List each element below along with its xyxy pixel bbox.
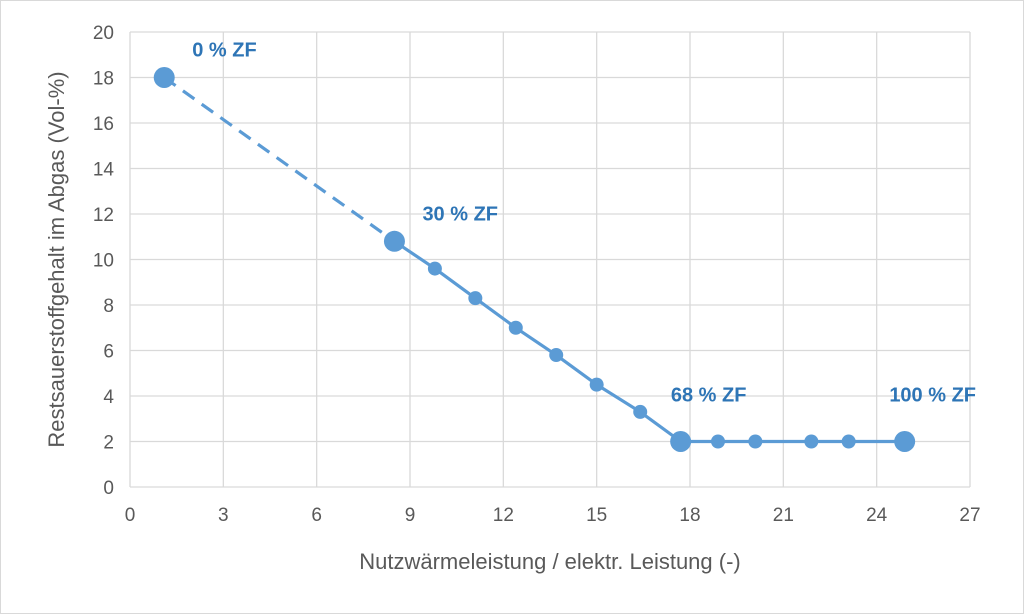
solid-series-line — [393, 239, 905, 444]
y-tick-label: 12 — [93, 205, 114, 226]
data-point — [841, 434, 856, 449]
dashed-series-line — [163, 76, 396, 243]
y-tick-label: 2 — [103, 433, 114, 454]
data-point — [549, 348, 564, 363]
x-tick-label: 15 — [586, 505, 607, 526]
data-point — [589, 377, 604, 392]
x-tick-label: 0 — [125, 505, 136, 526]
x-tick-label: 6 — [311, 505, 322, 526]
x-tick-label: 9 — [405, 505, 416, 526]
data-point — [468, 291, 483, 306]
y-tick-label: 0 — [103, 478, 114, 499]
x-tick-labels: 0 3 6 9 12 15 18 21 24 27 — [125, 505, 981, 526]
highlight-point — [670, 431, 692, 452]
data-point — [804, 434, 819, 449]
y-tick-label: 8 — [103, 296, 114, 317]
y-tick-label: 16 — [93, 114, 114, 135]
data-point — [427, 261, 442, 276]
annotations: 0 % ZF 30 % ZF 68 % ZF 100 % ZF — [192, 40, 976, 407]
y-tick-label: 14 — [93, 160, 115, 181]
data-point — [748, 434, 763, 449]
highlight-point — [153, 67, 175, 88]
grid-lines — [129, 31, 971, 488]
y-tick-label: 6 — [103, 342, 114, 363]
y-tick-labels: 0 2 4 6 8 10 12 14 16 18 20 — [93, 23, 115, 499]
y-axis-title: Restsauerstoffgehalt im Abgas (Vol-%) — [44, 71, 69, 447]
x-axis-title: Nutzwärmeleistung / elektr. Leistung (-) — [359, 549, 741, 574]
x-tick-label: 27 — [959, 505, 980, 526]
x-tick-label: 3 — [218, 505, 229, 526]
x-tick-label: 18 — [679, 505, 700, 526]
highlight-point — [383, 230, 405, 252]
y-tick-label: 20 — [93, 23, 114, 44]
annotation-label: 0 % ZF — [192, 40, 256, 62]
annotation-label: 30 % ZF — [422, 203, 498, 225]
x-tick-label: 24 — [866, 505, 888, 526]
data-point — [508, 320, 523, 335]
data-point — [633, 404, 648, 419]
y-tick-label: 4 — [103, 387, 114, 408]
data-points — [153, 67, 916, 452]
y-tick-label: 18 — [93, 69, 114, 90]
data-point — [711, 434, 725, 449]
annotation-label: 68 % ZF — [671, 385, 747, 407]
x-tick-label: 12 — [493, 505, 514, 526]
y-tick-label: 10 — [93, 251, 114, 272]
x-tick-label: 21 — [773, 505, 794, 526]
annotation-label: 100 % ZF — [889, 385, 976, 407]
highlight-point — [894, 431, 916, 452]
